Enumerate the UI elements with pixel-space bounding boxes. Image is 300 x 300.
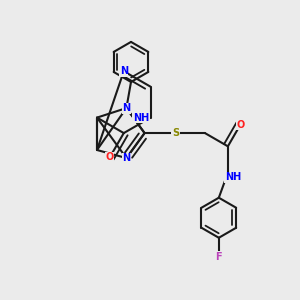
Text: NH: NH: [225, 172, 241, 182]
Text: F: F: [215, 252, 222, 262]
Text: NH: NH: [133, 112, 149, 123]
Text: O: O: [106, 152, 114, 162]
Text: O: O: [236, 120, 244, 130]
Text: N: N: [122, 153, 130, 163]
Text: S: S: [172, 128, 179, 138]
Text: N: N: [122, 103, 130, 113]
Text: N: N: [120, 66, 128, 76]
